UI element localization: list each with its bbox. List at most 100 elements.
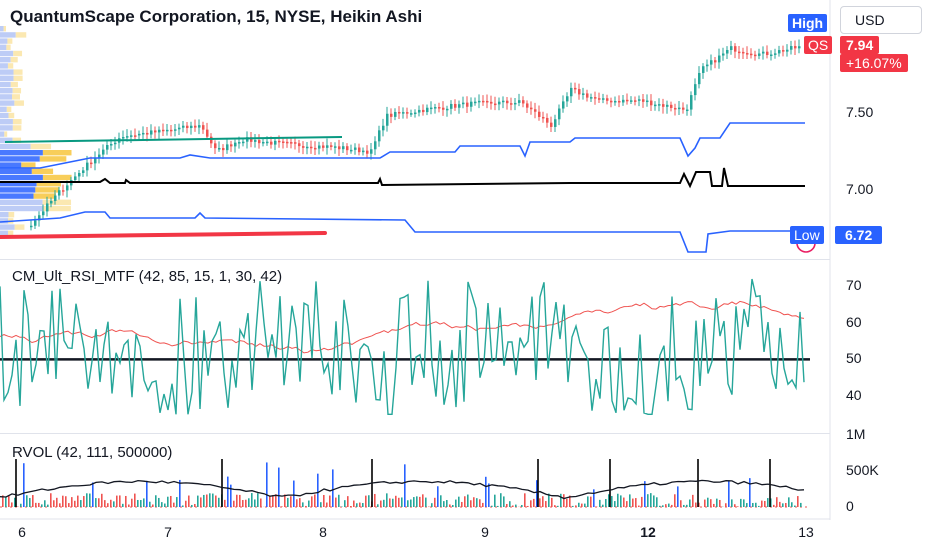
rvol-bar — [422, 494, 424, 507]
rvol-bar — [80, 500, 82, 507]
candle-body — [458, 104, 461, 108]
volume-profile-bar-up — [11, 94, 20, 100]
rvol-bar — [5, 497, 7, 507]
rvol-bar — [329, 495, 331, 507]
rvol-bar — [797, 496, 799, 507]
candle-body — [566, 96, 569, 102]
rvol-bar — [59, 503, 61, 507]
rvol-bar — [101, 493, 103, 507]
candle-body — [38, 215, 41, 221]
volume-profile-bar-up — [14, 224, 25, 230]
candle-body — [46, 203, 49, 212]
rvol-indicator-label[interactable]: RVOL (42, 111, 500000) — [12, 444, 173, 461]
candle-body — [634, 100, 637, 102]
candle-body — [330, 145, 333, 147]
candle-body — [378, 130, 381, 142]
pane-separator-rsi[interactable] — [0, 259, 830, 260]
rsi-line — [0, 278, 805, 415]
rvol-bar — [521, 505, 523, 507]
rvol-bar — [152, 504, 154, 507]
rvol-bar — [743, 499, 745, 507]
candle-body — [494, 103, 497, 106]
rsi-indicator-label[interactable]: CM_Ult_RSI_MTF (42, 85, 15, 1, 30, 42) — [12, 268, 283, 285]
chart-title: QuantumScape Corporation, 15, NYSE, Heik… — [10, 7, 423, 26]
rvol-bar — [686, 504, 688, 507]
volume-profile-bar-up — [13, 69, 23, 75]
rvol-bar — [494, 494, 496, 507]
rvol-bar — [413, 497, 415, 507]
pane-separator-rvol[interactable] — [0, 433, 830, 434]
volume-profile-bar-up — [8, 212, 15, 218]
candle-body — [606, 98, 609, 101]
volume-profile-bar-down — [0, 162, 22, 168]
rvol-bar — [614, 501, 616, 507]
x-label-9: 9 — [481, 524, 489, 540]
candle-body — [418, 109, 421, 113]
rvol-bar — [365, 495, 367, 507]
candle-body — [346, 146, 349, 151]
rvol-bar — [56, 497, 58, 507]
volume-profile-bar-down — [0, 75, 14, 81]
candle-body — [382, 125, 385, 131]
rvol-bar — [155, 495, 157, 507]
rvol-bar — [218, 497, 220, 507]
rvol-bar — [233, 500, 235, 507]
rvol-bar — [485, 476, 487, 507]
candle-body — [178, 127, 181, 130]
candle-body — [586, 93, 589, 98]
rvol-bar — [116, 495, 118, 507]
rvol-bar — [11, 502, 13, 507]
candle-body — [746, 53, 749, 55]
candle-body — [230, 144, 233, 147]
rvol-bar — [470, 500, 472, 507]
rvol-bar — [71, 497, 73, 507]
candle-body — [774, 53, 777, 55]
candle-body — [670, 104, 673, 108]
volume-profile-bar-down — [0, 69, 14, 75]
rvol-bar — [503, 496, 505, 507]
rvol-bar — [767, 498, 769, 507]
candle-body — [282, 141, 285, 143]
currency-button[interactable]: USD — [840, 6, 922, 34]
rvol-bar — [449, 504, 451, 507]
rvol-bar — [281, 506, 283, 507]
rvol-bar — [32, 495, 34, 507]
candle-body — [718, 55, 721, 63]
rvol-bar — [659, 505, 661, 507]
rvol-bar — [323, 495, 325, 507]
rvol-bar — [14, 497, 16, 507]
rsi-tick-70: 70 — [846, 277, 862, 293]
candle-body — [562, 101, 565, 109]
rvol-bar — [272, 494, 274, 507]
candle-body — [54, 195, 57, 201]
rvol-bar — [446, 500, 448, 507]
candle-body — [762, 51, 765, 54]
rvol-bar — [668, 503, 670, 507]
volume-profile-bar-up — [42, 199, 72, 205]
rvol-bar — [737, 506, 739, 507]
volume-profile-bar-up — [15, 32, 27, 38]
rvol-bar — [605, 499, 607, 507]
rsi-signal-line — [0, 300, 805, 354]
rvol-bar — [131, 498, 133, 507]
volume-profile-bar-up — [12, 125, 22, 131]
candle-body — [498, 101, 501, 105]
rvol-bar — [8, 495, 10, 507]
rvol-bar — [416, 496, 418, 507]
rvol-bar — [227, 476, 229, 507]
rvol-bar — [509, 501, 511, 507]
candle-body — [706, 64, 709, 67]
rvol-bar — [293, 480, 295, 507]
candle-body — [318, 145, 321, 149]
rvol-bar — [779, 501, 781, 507]
candle-body — [726, 49, 729, 54]
rvol-bar — [353, 500, 355, 507]
candle-body — [158, 129, 161, 133]
volume-profile-bar-down — [0, 193, 34, 199]
rvol-bar — [149, 501, 151, 507]
low-value-tag: 6.72 — [835, 226, 883, 244]
candle-body — [254, 140, 257, 142]
candle-body — [342, 146, 345, 150]
